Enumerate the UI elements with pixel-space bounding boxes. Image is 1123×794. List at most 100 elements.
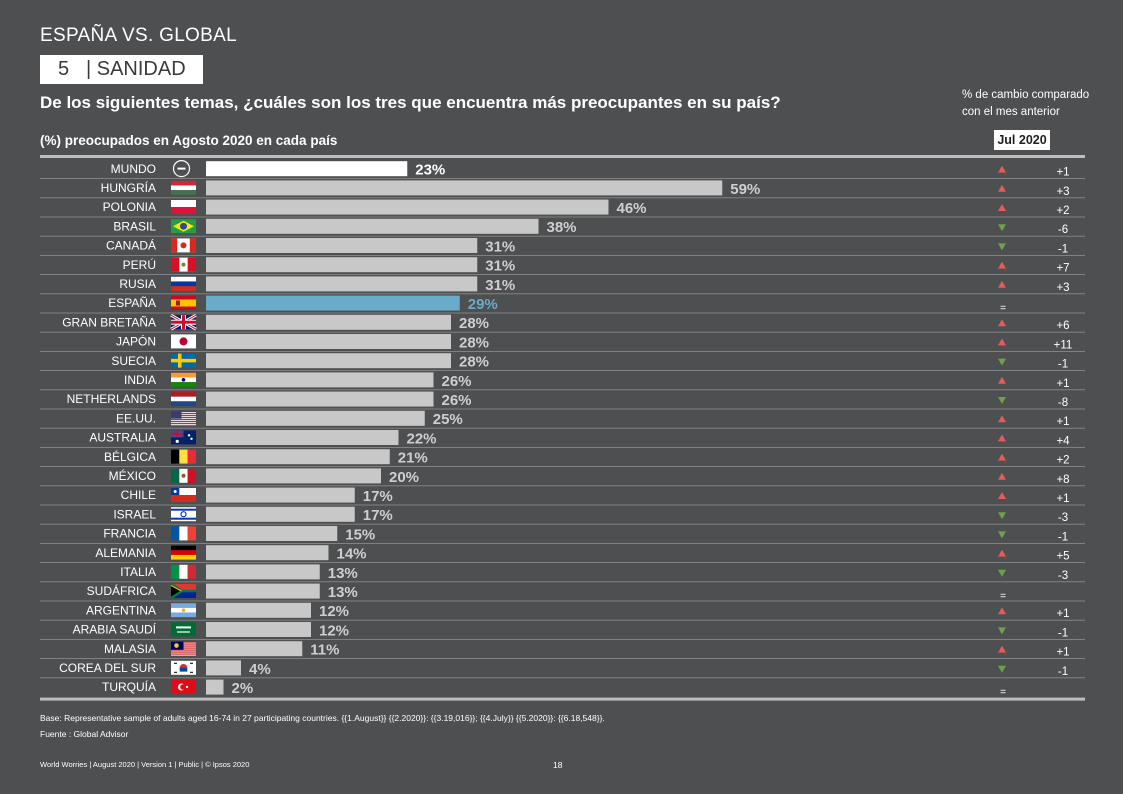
bar — [206, 391, 434, 407]
supertitle: ESPAÑA VS. GLOBAL — [40, 25, 237, 46]
value-label: 23% — [415, 162, 445, 179]
row-divider — [40, 274, 1085, 275]
value-label: 28% — [459, 315, 489, 332]
value-label: 4% — [249, 661, 271, 678]
change-note-line2: con el mes anterior — [962, 106, 1060, 118]
category-label: BÉLGICA — [104, 449, 156, 464]
change-value: +1 — [1056, 493, 1069, 505]
flag-icon-7 — [171, 296, 196, 310]
section-number: 5 — [58, 58, 70, 80]
bar — [206, 430, 399, 445]
flag-icon-15 — [171, 449, 196, 464]
value-label: 20% — [389, 469, 419, 486]
change-value: +4 — [1056, 435, 1070, 447]
change-value: = — [1000, 303, 1006, 314]
trend-up-icon — [998, 280, 1006, 288]
value-label: 22% — [407, 430, 437, 447]
trend-up-icon — [998, 376, 1006, 384]
value-label: 14% — [337, 546, 367, 563]
value-label: 12% — [319, 622, 349, 639]
trend-up-icon — [998, 204, 1006, 211]
row-divider — [40, 485, 1085, 487]
bar — [206, 526, 338, 541]
category-label: POLONIA — [103, 200, 156, 214]
trend-down-icon — [998, 665, 1006, 673]
value-label: 13% — [328, 565, 358, 582]
bar — [206, 218, 539, 234]
row-divider — [40, 447, 1085, 448]
trend-down-icon — [998, 569, 1006, 577]
flag-icon-14 — [171, 430, 196, 445]
bar — [206, 468, 381, 484]
change-value: +1 — [1056, 378, 1069, 390]
category-label: ALEMANIA — [95, 546, 156, 560]
flag-icon-6 — [171, 276, 196, 291]
change-value: -1 — [1058, 627, 1068, 639]
flag-icon-23 — [171, 603, 196, 618]
flag-icon-2 — [171, 200, 196, 214]
change-note: % de cambio comparado con el mes anterio… — [962, 87, 1089, 121]
value-label: 31% — [485, 258, 515, 275]
row-divider — [40, 639, 1085, 640]
category-label: NETHERLANDS — [67, 392, 156, 406]
row-divider — [40, 543, 1085, 544]
flag-icon-16 — [171, 468, 196, 483]
bar — [206, 660, 241, 676]
category-label: FRANCIA — [103, 527, 156, 541]
bar — [206, 238, 478, 253]
trend-up-icon — [998, 261, 1006, 269]
change-value: -1 — [1058, 243, 1068, 255]
value-label: 46% — [617, 200, 647, 217]
change-value: -3 — [1058, 570, 1068, 582]
row-divider — [40, 178, 1085, 179]
trend-up-icon — [998, 453, 1006, 461]
bar — [206, 410, 425, 426]
change-value: +2 — [1056, 205, 1069, 217]
category-label: ARABIA SAUDÍ — [73, 622, 157, 637]
trend-up-icon — [998, 645, 1006, 653]
row-divider — [40, 216, 1085, 218]
value-label: 31% — [485, 277, 515, 294]
bar — [206, 257, 478, 273]
change-value: -1 — [1058, 359, 1068, 371]
month-label: Jul 2020 — [994, 130, 1050, 150]
row-divider — [40, 427, 1085, 429]
change-value: +7 — [1056, 263, 1069, 275]
change-value: +1 — [1056, 608, 1069, 620]
section-box: 5 | SANIDAD — [40, 55, 203, 84]
row-divider — [40, 235, 1085, 237]
flag-icon-10 — [171, 353, 196, 368]
change-value: +1 — [1056, 167, 1069, 179]
category-label: MÉXICO — [109, 468, 156, 483]
category-label: RUSIA — [119, 277, 156, 291]
value-label: 29% — [468, 296, 498, 313]
bar — [206, 545, 329, 561]
change-value: +5 — [1056, 551, 1069, 563]
flag-icon-12 — [171, 392, 196, 406]
category-label: ESPAÑA — [108, 296, 156, 310]
category-label: ISRAEL — [113, 507, 156, 521]
change-value: +11 — [1054, 339, 1073, 351]
flag-icon-8 — [170, 313, 197, 331]
trend-up-icon — [998, 607, 1006, 615]
flag-icon-22 — [170, 582, 196, 600]
category-label: SUECIA — [111, 354, 156, 368]
bar — [206, 449, 390, 465]
category-label: HUNGRÍA — [101, 180, 156, 195]
row-divider — [40, 504, 1085, 506]
category-label: CHILE — [121, 488, 156, 502]
trend-down-icon — [998, 243, 1006, 251]
flag-icon-1 — [171, 180, 196, 195]
trend-up-icon — [998, 549, 1006, 557]
value-label: 12% — [319, 603, 349, 620]
change-value: -3 — [1058, 512, 1068, 524]
category-label: GRAN BRETAÑA — [62, 315, 156, 329]
row-divider — [40, 389, 1085, 391]
category-label: TURQUÍA — [102, 679, 156, 694]
change-value: +1 — [1056, 416, 1069, 428]
value-label: 28% — [459, 354, 489, 371]
bar — [206, 334, 451, 349]
flag-icon-19 — [171, 526, 196, 541]
row-divider — [40, 351, 1085, 352]
